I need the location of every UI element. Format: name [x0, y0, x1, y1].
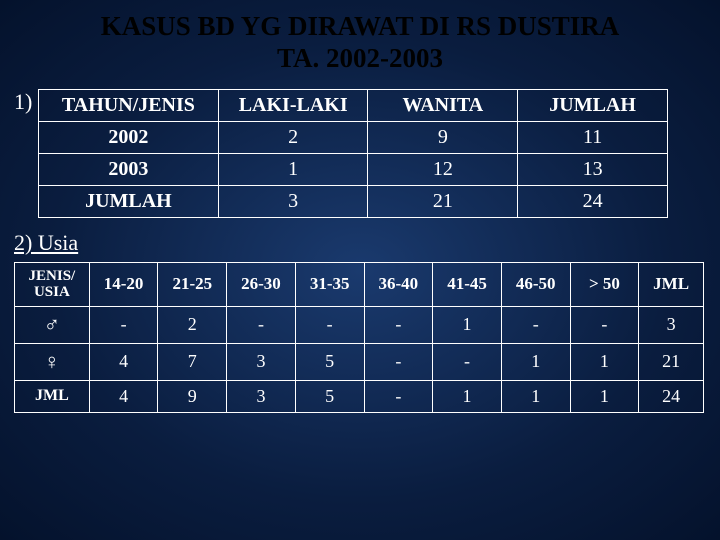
t2-header: 31-35 — [295, 262, 364, 306]
table-row: TAHUN/JENIS LAKI-LAKI WANITA JUMLAH — [39, 89, 668, 121]
t1-cell: 21 — [368, 185, 518, 217]
t2-cell: - — [501, 306, 570, 343]
list-label-2: 2) Usia — [0, 230, 720, 256]
t2-header: JENIS/ USIA — [15, 262, 90, 306]
section-1: 1) TAHUN/JENIS LAKI-LAKI WANITA JUMLAH 2… — [0, 89, 720, 218]
t2-header: 21-25 — [158, 262, 227, 306]
t2-cell: - — [364, 343, 433, 380]
t2-cell: 1 — [570, 343, 639, 380]
t1-cell: JUMLAH — [39, 185, 219, 217]
t1-cell: 24 — [518, 185, 668, 217]
title-line-1: KASUS BD YG DIRAWAT DI RS DUSTIRA — [101, 11, 620, 41]
table-row: JML 4 9 3 5 - 1 1 1 24 — [15, 380, 704, 412]
t2-cell: - — [364, 380, 433, 412]
table-age-gender: JENIS/ USIA 14-20 21-25 26-30 31-35 36-4… — [14, 262, 704, 413]
t2-header: 36-40 — [364, 262, 433, 306]
t2-cell: 3 — [639, 306, 704, 343]
t2-cell: 5 — [295, 343, 364, 380]
t2-cell: 3 — [227, 343, 296, 380]
table-row: ♂ - 2 - - - 1 - - 3 — [15, 306, 704, 343]
male-icon: ♂ — [15, 306, 90, 343]
t2-cell: - — [364, 306, 433, 343]
t2-cell: - — [570, 306, 639, 343]
t2-header: 14-20 — [89, 262, 158, 306]
t2-cell: - — [89, 306, 158, 343]
t2-cell: - — [227, 306, 296, 343]
t2-cell: 4 — [89, 343, 158, 380]
t2-cell: 1 — [433, 306, 502, 343]
t2-header: 26-30 — [227, 262, 296, 306]
t2-cell: - — [295, 306, 364, 343]
t2-cell: 1 — [570, 380, 639, 412]
slide-title: KASUS BD YG DIRAWAT DI RS DUSTIRA TA. 20… — [0, 0, 720, 81]
t2-cell: 1 — [501, 380, 570, 412]
t2-cell: 2 — [158, 306, 227, 343]
t1-header: LAKI-LAKI — [218, 89, 368, 121]
t2-cell: 1 — [433, 380, 502, 412]
female-icon: ♀ — [15, 343, 90, 380]
table-row: JUMLAH 3 21 24 — [39, 185, 668, 217]
t2-header: > 50 — [570, 262, 639, 306]
section-2: 2) Usia JENIS/ USIA 14-20 21-25 26-30 31… — [0, 230, 720, 413]
t2-cell: 24 — [639, 380, 704, 412]
title-line-2: TA. 2002-2003 — [277, 43, 443, 73]
t2-cell: 9 — [158, 380, 227, 412]
t1-cell: 3 — [218, 185, 368, 217]
t2-header: 46-50 — [501, 262, 570, 306]
t2-cell: 3 — [227, 380, 296, 412]
t1-cell: 9 — [368, 121, 518, 153]
t1-cell: 2002 — [39, 121, 219, 153]
table-row: 2002 2 9 11 — [39, 121, 668, 153]
t1-cell: 11 — [518, 121, 668, 153]
t2-header: JML — [639, 262, 704, 306]
t2-cell: 7 — [158, 343, 227, 380]
t1-header: WANITA — [368, 89, 518, 121]
table-row: ♀ 4 7 3 5 - - 1 1 21 — [15, 343, 704, 380]
t2-cell: 5 — [295, 380, 364, 412]
table-row: JENIS/ USIA 14-20 21-25 26-30 31-35 36-4… — [15, 262, 704, 306]
list-number-1: 1) — [0, 89, 34, 115]
t1-cell: 1 — [218, 153, 368, 185]
table-year-gender: TAHUN/JENIS LAKI-LAKI WANITA JUMLAH 2002… — [38, 89, 668, 218]
t2-cell: 1 — [501, 343, 570, 380]
t2-cell: 21 — [639, 343, 704, 380]
t2-cell: 4 — [89, 380, 158, 412]
t1-header: JUMLAH — [518, 89, 668, 121]
t2-rowlabel-total: JML — [15, 380, 90, 412]
t1-header: TAHUN/JENIS — [39, 89, 219, 121]
t1-cell: 2003 — [39, 153, 219, 185]
t1-cell: 12 — [368, 153, 518, 185]
table-1-wrap: TAHUN/JENIS LAKI-LAKI WANITA JUMLAH 2002… — [38, 89, 668, 218]
t1-cell: 13 — [518, 153, 668, 185]
t2-cell: - — [433, 343, 502, 380]
t1-cell: 2 — [218, 121, 368, 153]
t2-header: 41-45 — [433, 262, 502, 306]
table-row: 2003 1 12 13 — [39, 153, 668, 185]
